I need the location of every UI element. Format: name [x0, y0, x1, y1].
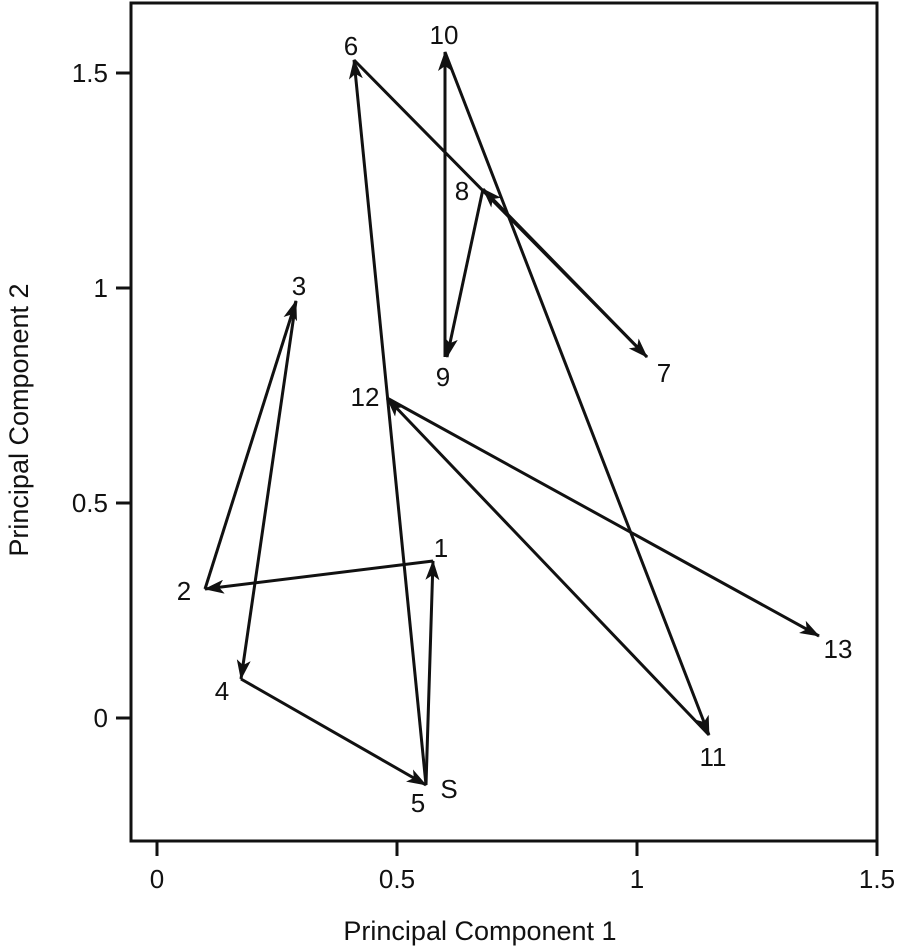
- point-label-13: 13: [824, 634, 853, 664]
- point-label-9: 9: [436, 362, 450, 392]
- y-tick-label-0.5: 0.5: [72, 488, 108, 518]
- arrow-8-to-9: [444, 188, 485, 358]
- arrow-10-to-11: [443, 51, 711, 736]
- arrow-11-to-12: [385, 396, 711, 737]
- arrow-4-to-5: [240, 677, 427, 787]
- arrow-12-to-13: [386, 396, 820, 638]
- y-axis: [116, 71, 131, 720]
- y-tick-label-1: 1: [94, 273, 108, 303]
- point-label-4: 4: [215, 676, 229, 706]
- point-label-10: 10: [430, 20, 459, 50]
- trajectory: [203, 51, 820, 787]
- x-tick-label-1.5: 1.5: [859, 864, 895, 894]
- y-axis-title: Principal Component 2: [4, 283, 34, 556]
- y-tick-label-0: 0: [94, 703, 108, 733]
- x-axis-title: Principal Component 1: [343, 916, 616, 946]
- point-label-11: 11: [700, 742, 727, 772]
- point-label-12: 12: [351, 382, 380, 412]
- arrow-1-to-2: [204, 559, 434, 594]
- y-tick-label-1.5: 1.5: [72, 58, 108, 88]
- x-tick-label-0: 0: [150, 864, 164, 894]
- point-label-S: S: [440, 774, 457, 804]
- x-tick-label-1: 1: [630, 864, 644, 894]
- point-label-1: 1: [434, 533, 448, 563]
- plot-frame: [129, 1, 879, 843]
- arrow-3-to-4: [236, 300, 298, 680]
- point-label-5: 5: [411, 788, 425, 818]
- arrow-S-to-1: [424, 560, 440, 786]
- x-axis: [155, 841, 879, 856]
- point-label-3: 3: [292, 271, 306, 301]
- point-labels: S 1 2 3 4 5 6 7 8 9 10 11 12 13: [177, 20, 853, 818]
- x-tick-label-0.5: 0.5: [379, 864, 415, 894]
- arrow-2-to-3: [203, 300, 298, 590]
- point-label-2: 2: [177, 576, 191, 606]
- point-label-7: 7: [657, 358, 671, 388]
- point-label-6: 6: [344, 31, 358, 61]
- arrow-5-to-6: [348, 59, 428, 786]
- point-label-8: 8: [455, 176, 469, 206]
